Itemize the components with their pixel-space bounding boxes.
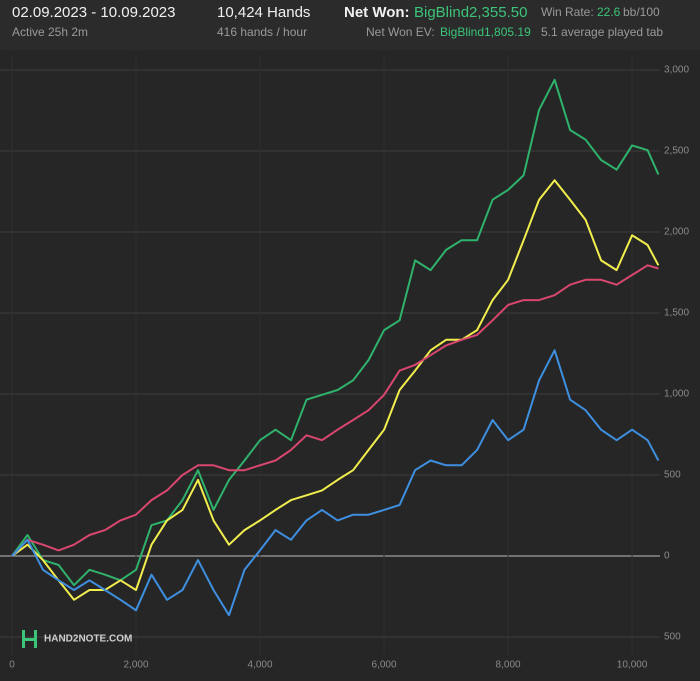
plot-area [0,50,700,681]
net-won-label: Net Won: [344,4,410,21]
win-rate-value: 22.6 [597,5,621,19]
logo [22,630,37,648]
hands-per-hour: 416 hands / hour [217,25,307,39]
series-line [11,264,659,557]
net-won-ev-value: BigBlind1,805.19 [440,25,531,39]
date-range: 02.09.2023 - 10.09.2023 [12,4,175,21]
x-tick-label: 6,000 [372,660,397,671]
series-line [11,179,660,601]
win-rate-label: Win Rate: [541,5,594,19]
y-tick-label: 0 [664,551,670,562]
x-tick-label: 0 [9,660,15,671]
x-tick-label: 2,000 [124,660,149,671]
y-tick-label: 1,500 [664,308,689,319]
x-tick-label: 8,000 [496,660,521,671]
series-line [11,349,660,617]
net-won-value: BigBlind2,355.50 [414,4,527,21]
y-tick-label: 2,000 [664,227,689,238]
hands: 10,424 Hands [217,4,310,21]
win-rate-unit: bb/100 [623,5,660,19]
y-tick-label: 1,000 [664,389,689,400]
y-tick-label: 500 [664,470,681,481]
net-won-ev-label: Net Won EV: [366,25,435,39]
y-tick-label: 2,500 [664,146,689,157]
active-time: Active 25h 2m [12,25,88,39]
y-tick-label: 500 [664,632,681,643]
watermark: HAND2NOTE.COM [44,634,132,645]
y-tick-label: 3,000 [664,65,689,76]
x-tick-label: 10,000 [617,660,648,671]
tables: 5.1 average played tab [541,25,663,39]
x-tick-label: 4,000 [248,660,273,671]
